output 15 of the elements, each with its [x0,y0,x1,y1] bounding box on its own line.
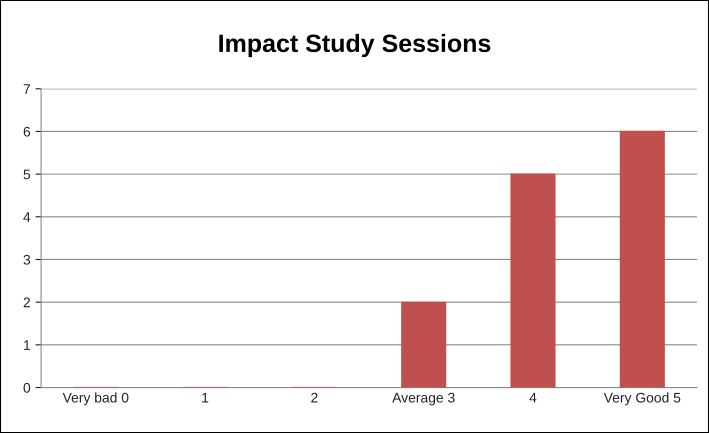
x-tick-label: Very Good 5 [604,392,680,406]
y-tick-label: 0 [24,382,30,393]
y-tick-label: 3 [24,254,30,265]
x-tick-label: Average 3 [392,392,455,406]
y-tick-label: 4 [23,212,30,222]
y-tick-label: 2 [24,298,30,308]
x-tick-label: 1 [202,392,208,402]
y-tick-label: 1 [24,340,30,350]
y-tick-label: 7 [24,84,30,94]
x-tick-label: Very bad 0 [62,392,128,406]
y-tick-label: 5 [24,170,30,180]
y-tick-label: 6 [24,126,30,137]
x-tick-label: 4 [529,392,536,402]
chart-title: Impact Study Sessions [219,34,490,58]
x-tick-label: 2 [311,392,318,402]
